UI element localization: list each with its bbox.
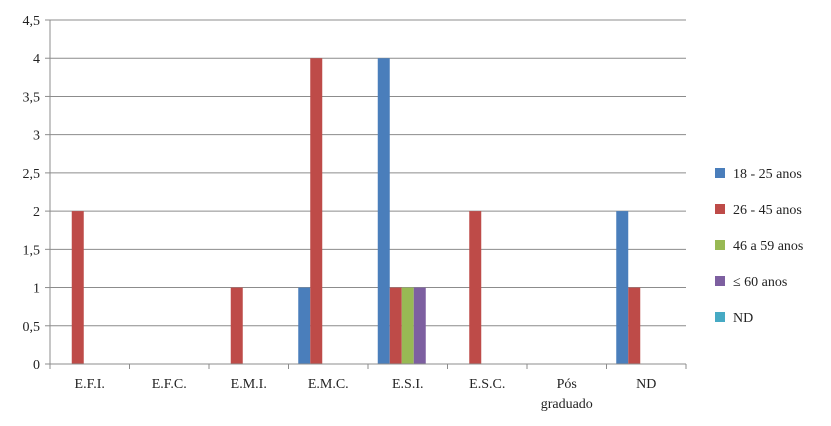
legend-label: ≤ 60 anos <box>733 275 787 290</box>
bars <box>71 58 641 364</box>
bar <box>230 287 243 364</box>
y-tick-label: 4 <box>33 52 40 67</box>
legend-label: 18 - 25 anos <box>733 167 802 182</box>
x-tick-label: E.M.C. <box>308 377 349 392</box>
y-tick-label: 3 <box>33 129 40 144</box>
grid-lines <box>50 19 686 327</box>
x-tick-label: E.M.I. <box>231 377 267 392</box>
bar <box>298 287 311 364</box>
y-tick-label: 3,5 <box>23 90 41 105</box>
y-tick-label: 2,5 <box>23 167 41 182</box>
legend-swatch <box>715 276 725 286</box>
x-tick-label: Pós graduado <box>541 377 593 412</box>
x-tick-label: E.F.C. <box>152 377 187 392</box>
legend-label: 26 - 45 anos <box>733 203 802 218</box>
bar <box>628 287 641 364</box>
legend: 18 - 25 anos 26 - 45 anos 46 a 59 anos ≤ 60… <box>715 167 803 326</box>
bar <box>616 211 629 364</box>
y-axis-ticks: 0 0,5 1 1,5 2 2,5 3 3,5 4 4,5 <box>23 14 50 373</box>
bar <box>401 287 414 364</box>
legend-swatch <box>715 204 725 214</box>
y-tick-label: 1,5 <box>23 243 41 258</box>
bar <box>377 58 390 364</box>
bar <box>71 211 84 364</box>
legend-swatch <box>715 312 725 322</box>
x-tick-label: E.F.I. <box>75 377 105 392</box>
y-tick-label: 0 <box>33 358 40 373</box>
legend-label: ND <box>733 311 753 326</box>
bar <box>469 211 482 364</box>
y-tick-label: 1 <box>33 282 40 297</box>
y-tick-label: 4,5 <box>23 14 41 29</box>
axes <box>49 20 686 365</box>
x-tick-label: E.S.I. <box>392 377 424 392</box>
legend-swatch <box>715 240 725 250</box>
x-tick-label: ND <box>636 377 656 392</box>
legend-label: 46 a 59 anos <box>733 239 803 254</box>
bar <box>389 287 402 364</box>
bar <box>413 287 426 364</box>
x-tick-label: E.S.C. <box>469 377 505 392</box>
y-tick-label: 2 <box>33 205 40 220</box>
x-axis-ticks: E.F.I. E.F.C. E.M.I. E.M.C. E.S.I. E.S.C. Pós g… <box>49 364 687 412</box>
y-tick-label: 0,5 <box>23 320 41 335</box>
bar <box>310 58 323 364</box>
legend-swatch <box>715 168 725 178</box>
